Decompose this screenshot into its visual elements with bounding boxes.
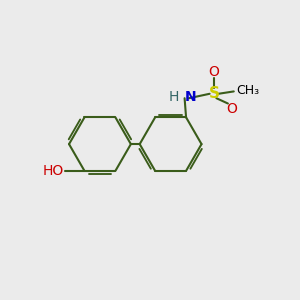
Text: O: O: [208, 65, 220, 79]
Text: HO: HO: [43, 164, 64, 178]
Text: CH₃: CH₃: [237, 84, 260, 97]
Text: N: N: [184, 90, 196, 104]
Text: H: H: [169, 90, 179, 104]
Text: O: O: [226, 102, 237, 116]
Text: S: S: [208, 86, 220, 101]
